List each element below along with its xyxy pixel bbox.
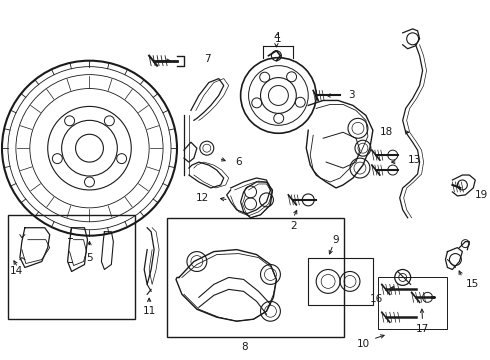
Text: 4: 4 (273, 32, 280, 42)
Text: 9: 9 (333, 235, 340, 245)
Text: 11: 11 (143, 306, 156, 316)
Text: 1: 1 (275, 34, 282, 44)
Text: 14: 14 (10, 266, 23, 276)
Text: 17: 17 (416, 324, 429, 334)
Text: 7: 7 (204, 54, 211, 64)
Text: 13: 13 (408, 155, 421, 165)
Text: 10: 10 (357, 339, 370, 349)
Text: 16: 16 (369, 294, 383, 304)
Text: 8: 8 (241, 342, 248, 352)
Text: 3: 3 (348, 90, 355, 100)
Text: 5: 5 (86, 253, 93, 262)
Text: 18: 18 (379, 127, 393, 137)
Text: 2: 2 (290, 221, 296, 231)
Bar (378, 278, 447, 329)
Text: 15: 15 (466, 279, 479, 289)
Bar (8, 215, 135, 319)
Bar (308, 257, 373, 305)
Text: 19: 19 (475, 190, 489, 200)
Bar (167, 218, 344, 337)
Text: 6: 6 (236, 157, 242, 167)
Text: 12: 12 (196, 193, 209, 203)
